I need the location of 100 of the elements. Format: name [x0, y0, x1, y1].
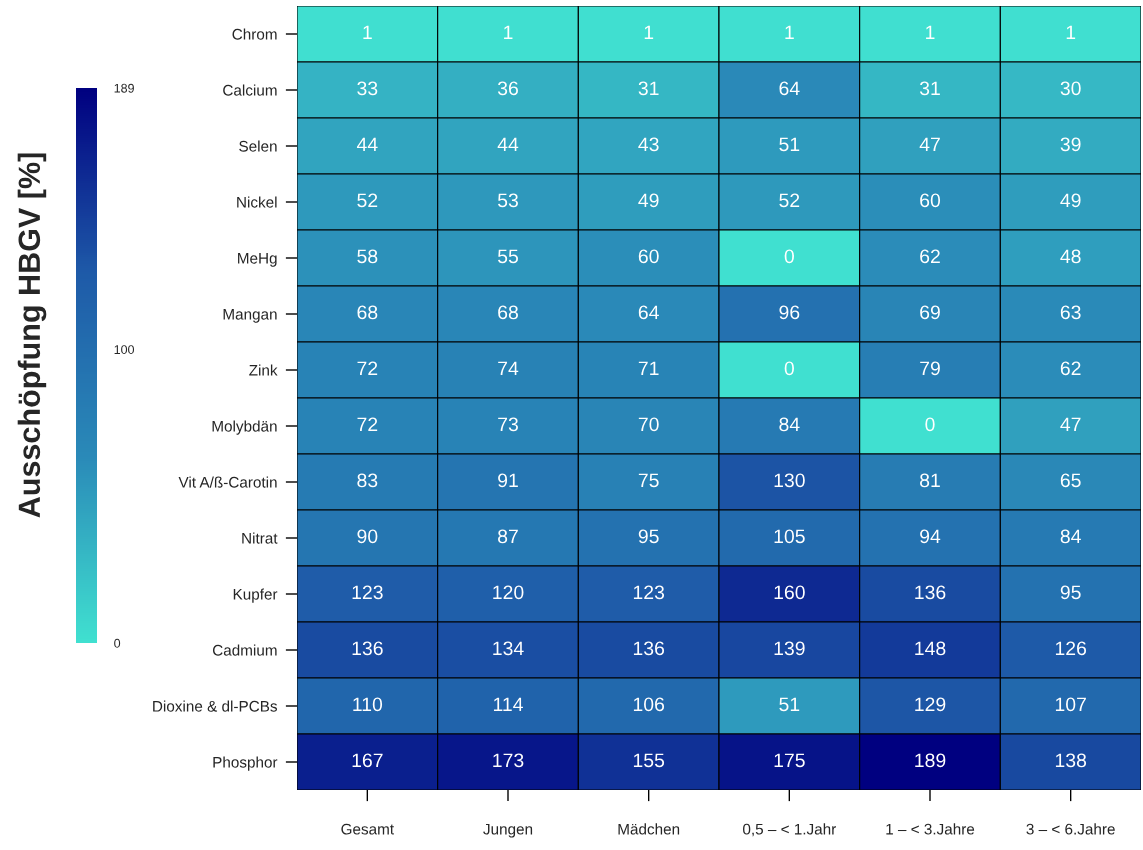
y-tick-label: MeHg — [238, 253, 277, 267]
y-tick-label: Dioxine & dl-PCBs — [153, 700, 278, 712]
data-label: 65 — [1060, 473, 1081, 488]
data-label: 49 — [1060, 193, 1081, 208]
data-label: 30 — [1060, 81, 1081, 96]
data-label: 155 — [633, 753, 665, 768]
data-label: 49 — [638, 193, 659, 208]
data-label: 95 — [1060, 585, 1081, 600]
data-label: 105 — [774, 529, 805, 544]
data-label: 96 — [779, 305, 800, 320]
data-label: 94 — [920, 529, 941, 544]
data-label: 136 — [352, 641, 383, 656]
data-label: 51 — [779, 137, 800, 152]
data-label: 31 — [919, 81, 940, 96]
data-label: 68 — [498, 305, 518, 320]
data-label: 51 — [779, 697, 800, 712]
data-label: 70 — [638, 417, 659, 432]
data-label: 87 — [498, 529, 518, 544]
x-tick-label: Mädchen — [618, 823, 680, 835]
data-label: 1 — [504, 25, 513, 40]
y-tick-label: Kupfer — [233, 588, 278, 603]
data-label: 0 — [784, 361, 794, 376]
data-label: 48 — [1060, 249, 1081, 264]
data-label: 90 — [357, 529, 378, 544]
data-label: 44 — [356, 137, 378, 152]
data-label: 72 — [357, 417, 378, 432]
color-bar-label: 0 — [114, 638, 121, 648]
data-label: 138 — [1055, 753, 1087, 768]
data-label: 110 — [353, 697, 383, 712]
data-label: 62 — [920, 249, 940, 264]
data-label: 64 — [638, 305, 659, 320]
y-tick-label: Vit A/ß-Carotin — [178, 476, 277, 488]
data-label: 60 — [638, 249, 659, 264]
data-label: 53 — [497, 193, 518, 208]
data-label: 189 — [915, 753, 946, 768]
color-bar-label: 189 — [114, 83, 134, 93]
data-label: 167 — [352, 753, 383, 768]
x-tick-label: 0,5 – < 1.Jahr — [743, 823, 837, 837]
data-label: 43 — [638, 137, 659, 152]
data-label: 47 — [1060, 417, 1081, 432]
data-label: 0 — [784, 249, 794, 264]
data-label: 136 — [633, 641, 665, 656]
y-tick-label: Selen — [239, 140, 277, 152]
y-tick-label: Mangan — [223, 309, 277, 323]
data-label: 120 — [493, 585, 524, 600]
data-label: 130 — [774, 473, 805, 488]
data-label: 129 — [915, 697, 946, 712]
data-label: 1 — [363, 25, 372, 40]
data-label: 123 — [352, 585, 383, 600]
y-tick-label: Molybdän — [212, 420, 277, 435]
data-label: 123 — [633, 585, 665, 600]
data-label: 1 — [785, 25, 794, 40]
data-label: 91 — [498, 473, 518, 488]
data-label: 139 — [774, 641, 805, 656]
data-label: 58 — [357, 249, 378, 264]
data-label: 1 — [1066, 25, 1076, 40]
data-label: 126 — [1055, 641, 1087, 656]
data-label: 0 — [925, 417, 935, 432]
y-tick-label: Zink — [249, 364, 278, 376]
data-label: 74 — [498, 361, 519, 376]
data-label: 107 — [1055, 697, 1086, 712]
data-label: 84 — [1060, 529, 1081, 544]
data-label: 1 — [926, 25, 935, 40]
y-tick-label: Nitrat — [242, 532, 278, 544]
y-tick-label: Cadmium — [212, 644, 277, 656]
data-label: 47 — [919, 137, 940, 152]
data-label: 73 — [498, 417, 518, 432]
x-tick-label: 3 – < 6.Jahre — [1026, 823, 1115, 835]
data-label: 60 — [920, 193, 941, 208]
data-label: 62 — [1060, 361, 1081, 376]
data-label: 81 — [920, 473, 940, 488]
data-label: 63 — [1060, 305, 1081, 320]
data-label: 136 — [915, 585, 946, 600]
color-bar-title: Ausschöpfung HBGV [%] — [17, 153, 47, 518]
data-label: 39 — [1060, 137, 1081, 152]
y-tick-label: Calcium — [223, 84, 277, 96]
data-label: 69 — [920, 305, 940, 320]
data-label: 68 — [357, 305, 378, 320]
data-label: 84 — [779, 417, 800, 432]
data-label: 52 — [779, 193, 800, 208]
data-label: 75 — [638, 473, 659, 488]
y-tick-label: Chrom — [232, 28, 277, 40]
data-label: 160 — [774, 585, 805, 600]
color-bar-label: 100 — [114, 345, 135, 354]
data-label: 33 — [357, 81, 378, 96]
data-label: 148 — [915, 641, 946, 656]
data-label: 106 — [633, 697, 665, 712]
data-label: 134 — [493, 641, 524, 656]
data-label: 31 — [638, 81, 659, 96]
x-tick-label: Jungen — [483, 823, 533, 838]
data-label: 64 — [779, 81, 800, 96]
x-tick-label: Gesamt — [341, 823, 394, 835]
data-label: 72 — [357, 361, 378, 376]
data-label: 1 — [644, 25, 654, 40]
data-label: 36 — [497, 81, 518, 96]
data-label: 44 — [497, 137, 519, 152]
data-label: 83 — [357, 473, 378, 488]
data-label: 173 — [493, 753, 524, 768]
data-label: 52 — [357, 193, 378, 208]
data-label: 55 — [497, 249, 518, 264]
